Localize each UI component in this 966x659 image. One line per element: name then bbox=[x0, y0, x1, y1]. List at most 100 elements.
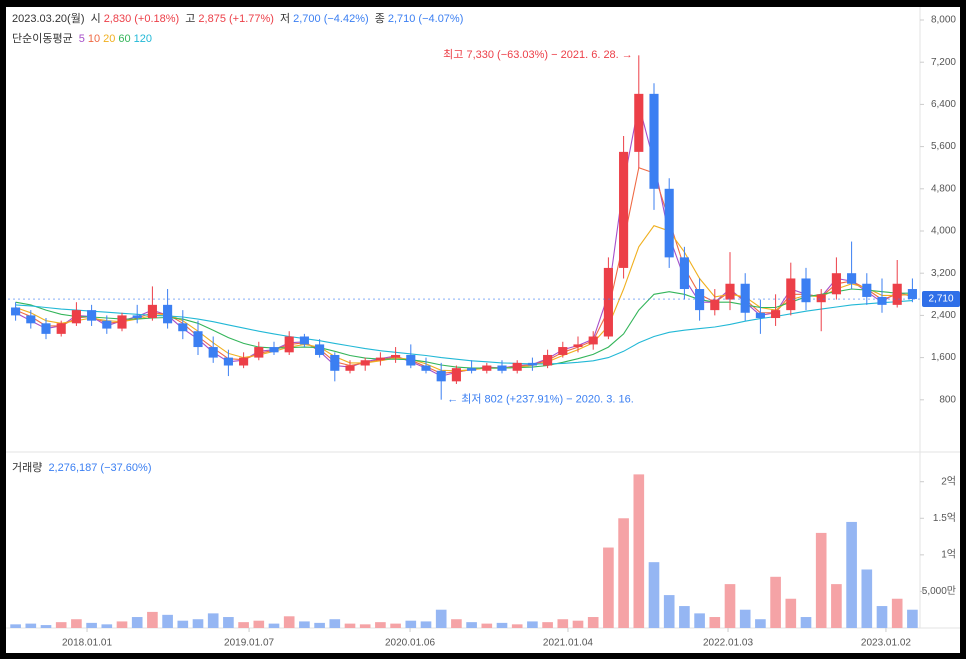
candle-body bbox=[360, 360, 370, 366]
high-label: 고 bbox=[185, 13, 196, 25]
date: 2023.03.20(월) bbox=[12, 13, 85, 25]
candle-body bbox=[725, 283, 735, 300]
volume-bar bbox=[268, 623, 280, 628]
high-value: 2,875 (+1.77%) bbox=[198, 13, 274, 25]
candle-body bbox=[467, 368, 477, 371]
legend-entry: 120 bbox=[133, 33, 153, 45]
candle-body bbox=[254, 347, 264, 358]
volume-bar bbox=[40, 625, 52, 628]
volume-bar bbox=[679, 606, 690, 628]
volume-bar bbox=[420, 621, 432, 628]
candle-body bbox=[649, 93, 659, 189]
candle-body bbox=[679, 257, 689, 290]
high-annotation: 최고 7,330 (−63.03%) − 2021. 6. 28. → bbox=[443, 48, 633, 61]
candle-body bbox=[740, 283, 750, 313]
candle-body bbox=[436, 370, 446, 382]
candle-body bbox=[862, 283, 872, 297]
volume-bar bbox=[663, 595, 675, 628]
volume-bar bbox=[846, 521, 857, 628]
candle-body bbox=[816, 294, 826, 303]
volume-bar bbox=[55, 622, 67, 628]
candle-body bbox=[907, 289, 917, 300]
volume-bar bbox=[633, 474, 645, 628]
candle-body bbox=[603, 267, 613, 337]
candle-body bbox=[178, 323, 188, 332]
volume-bar bbox=[253, 620, 265, 628]
volume-bar bbox=[785, 598, 797, 628]
volume-bar bbox=[709, 617, 721, 628]
volume-bar bbox=[390, 623, 401, 628]
volume-bar bbox=[131, 617, 143, 628]
low-value: 2,700 (−4.42%) bbox=[293, 13, 369, 25]
volume-bar bbox=[542, 622, 553, 628]
candle-body bbox=[87, 310, 97, 321]
y-tick-label: 2,400 bbox=[931, 310, 956, 321]
last-price-tag bbox=[922, 291, 960, 308]
volume-bar bbox=[359, 624, 371, 628]
volume-bar bbox=[755, 619, 766, 628]
price-header: 2023.03.20(월) 시 2,830 (+0.18%) 고 2,875 (+1… bbox=[12, 10, 466, 26]
volume-bar bbox=[375, 622, 386, 628]
volume-y-tick-label: 1억 bbox=[941, 548, 956, 560]
legend-entry: 20 bbox=[103, 33, 116, 45]
volume-bar bbox=[907, 609, 918, 628]
candle-body bbox=[847, 273, 857, 284]
candle-body bbox=[239, 357, 249, 366]
volume-bar bbox=[101, 624, 113, 628]
candle-body bbox=[208, 347, 218, 358]
candle-body bbox=[163, 304, 173, 324]
volume-bar bbox=[435, 609, 447, 628]
candle-body bbox=[451, 368, 461, 382]
volume-bar bbox=[603, 547, 614, 628]
volume-bar bbox=[344, 623, 356, 628]
candle-body bbox=[695, 289, 705, 311]
y-tick-label: 4,800 bbox=[931, 183, 956, 194]
y-tick-label: 7,200 bbox=[931, 57, 956, 68]
volume-bar bbox=[25, 623, 37, 628]
volume-bar bbox=[405, 620, 417, 628]
candle-body bbox=[345, 365, 355, 371]
volume-bar bbox=[587, 617, 599, 628]
volume-bar bbox=[192, 619, 204, 628]
candle-body bbox=[771, 310, 781, 319]
candle-body bbox=[147, 304, 157, 319]
candle-body bbox=[269, 347, 279, 353]
volume-bar bbox=[694, 613, 705, 628]
candle-body bbox=[801, 278, 811, 303]
volume-bar bbox=[527, 621, 538, 628]
volume-y-tick-label: 2억 bbox=[941, 475, 956, 487]
volume-bar bbox=[831, 584, 842, 628]
candle-body bbox=[71, 310, 81, 324]
volume-bar bbox=[86, 622, 97, 628]
volume-bar bbox=[207, 613, 219, 628]
x-tick-label: 2018.01.01 bbox=[62, 638, 112, 649]
legend-entry: 60 bbox=[118, 33, 131, 45]
y-tick-label: 800 bbox=[939, 394, 956, 405]
candle-body bbox=[710, 299, 720, 311]
candle-body bbox=[573, 344, 583, 348]
candle-body bbox=[315, 344, 325, 355]
volume-bar bbox=[724, 584, 736, 628]
candle-body bbox=[634, 93, 644, 152]
volume-y-tick-label: 5,000만 bbox=[922, 585, 956, 597]
x-tick-label: 2020.01.06 bbox=[385, 638, 435, 649]
volume-bar bbox=[648, 562, 660, 628]
candle-body bbox=[132, 315, 142, 319]
candle-body bbox=[512, 362, 522, 371]
y-tick-label: 6,400 bbox=[931, 99, 956, 110]
candle-body bbox=[892, 283, 902, 305]
volume-bar bbox=[162, 614, 173, 628]
candle-body bbox=[497, 365, 507, 371]
y-tick-label: 4,000 bbox=[931, 226, 956, 237]
volume-bar bbox=[299, 621, 310, 628]
candle-body bbox=[391, 354, 401, 358]
candle-body bbox=[755, 312, 765, 319]
candle-body bbox=[193, 331, 203, 348]
legend-entry: 5 bbox=[78, 33, 85, 45]
volume-summary: 2,276,187 (−37.60%) bbox=[48, 462, 152, 474]
volume-bar bbox=[511, 624, 523, 628]
candle-body bbox=[102, 320, 112, 329]
y-tick-label: 1,600 bbox=[931, 352, 956, 363]
candle-body bbox=[41, 323, 51, 334]
